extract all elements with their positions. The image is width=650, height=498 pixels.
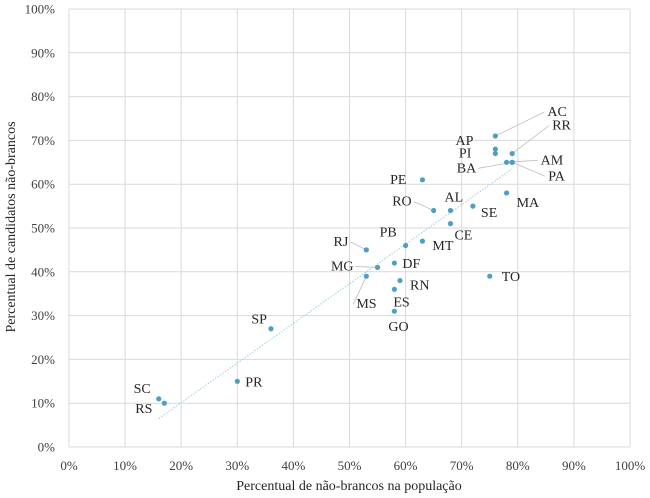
data-point: [503, 159, 510, 165]
data-point: [509, 159, 515, 165]
x-axis-title: Percentual de não-brancos na população: [236, 479, 461, 494]
point-label: MT: [432, 239, 453, 254]
x-tick-label: 40%: [281, 458, 305, 473]
data-points: [156, 133, 515, 406]
point-label: RJ: [334, 235, 349, 250]
x-tick-label: 70%: [450, 458, 474, 473]
data-point: [487, 273, 493, 279]
point-label: SE: [481, 206, 497, 221]
point-label: RS: [135, 402, 152, 417]
trendline-path: [158, 168, 513, 419]
label-leader-line: [413, 201, 434, 211]
label-leaders: [350, 111, 550, 305]
point-label: AP: [455, 134, 473, 149]
data-point: [403, 242, 409, 249]
data-point: [492, 150, 498, 157]
x-tick-label: 0%: [60, 458, 78, 473]
data-point: [431, 207, 437, 214]
point-label: RO: [392, 194, 411, 209]
data-point: [156, 396, 162, 402]
data-point: [509, 150, 515, 157]
point-label: SP: [251, 313, 267, 328]
y-tick-label: 10%: [31, 396, 55, 411]
label-leader-line: [512, 161, 546, 177]
data-point: [397, 277, 403, 284]
y-tick-label: 50%: [31, 221, 55, 236]
point-label: TO: [502, 270, 520, 285]
y-tick-label: 40%: [31, 264, 55, 279]
y-tick-label: 80%: [31, 89, 55, 104]
x-tick-label: 60%: [394, 458, 418, 473]
data-point: [492, 146, 498, 152]
point-label: MG: [331, 259, 354, 274]
point-labels: AC AP RR PI AM BA PA PE MA AL SE RO CE PB MT RJ DF MG MS RN…: [134, 105, 572, 417]
point-label: RR: [552, 119, 571, 134]
point-label: AC: [547, 105, 566, 120]
data-point: [161, 400, 167, 406]
data-point: [447, 221, 454, 227]
trendline: [158, 168, 513, 419]
y-tick-label: 20%: [31, 352, 55, 367]
data-point: [492, 133, 498, 139]
y-tick-label: 70%: [31, 133, 55, 148]
x-axis-ticks: 0% 10% 20% 30% 40% 50% 60% 70% 80% 90% 100%: [60, 458, 645, 473]
y-tick-label: 100%: [25, 2, 56, 17]
data-point: [268, 326, 274, 332]
point-label: PA: [548, 169, 566, 184]
label-leader-line: [511, 125, 550, 154]
data-point: [374, 264, 381, 271]
x-tick-label: 100%: [615, 458, 646, 473]
x-tick-label: 20%: [169, 458, 193, 473]
data-point: [419, 177, 426, 183]
data-point: [470, 203, 476, 209]
y-tick-label: 60%: [31, 177, 55, 192]
point-label: AM: [541, 153, 564, 168]
x-tick-label: 10%: [113, 458, 137, 473]
label-leader-line: [355, 266, 378, 268]
y-axis-ticks: 0% 10% 20% 30% 40% 50% 60% 70% 80% 90% 100%: [25, 2, 56, 455]
x-tick-label: 50%: [338, 458, 362, 473]
y-tick-label: 90%: [31, 45, 55, 60]
point-label: PI: [459, 147, 472, 162]
y-axis-title: Percentual de candidatos não-brancos: [4, 121, 19, 332]
data-point: [391, 286, 397, 292]
point-label: SC: [134, 382, 151, 397]
point-label: BA: [457, 161, 477, 176]
point-label: PB: [380, 226, 397, 241]
data-point: [363, 273, 369, 279]
point-label: AL: [444, 190, 463, 205]
point-label: MS: [356, 297, 376, 312]
point-label: PR: [245, 375, 263, 390]
x-tick-label: 30%: [225, 458, 249, 473]
point-label: GO: [388, 320, 408, 335]
point-label: CE: [454, 229, 472, 244]
data-point: [234, 378, 240, 384]
label-leader-line: [350, 241, 367, 251]
data-point: [391, 260, 397, 266]
label-leader-line: [495, 111, 545, 137]
y-tick-label: 0%: [38, 440, 56, 455]
y-tick-label: 30%: [31, 308, 55, 323]
x-tick-label: 80%: [506, 458, 530, 473]
point-label: ES: [393, 295, 409, 310]
data-point: [391, 308, 397, 314]
point-label: DF: [402, 257, 420, 272]
label-leader-line: [352, 276, 367, 305]
point-label: PE: [390, 173, 406, 188]
grid-lines: [68, 8, 631, 448]
data-point: [363, 247, 369, 253]
data-point: [419, 238, 426, 244]
data-point: [447, 207, 454, 214]
data-point: [503, 190, 510, 196]
x-tick-label: 90%: [562, 458, 586, 473]
point-label: MA: [517, 196, 540, 211]
point-label: RN: [410, 279, 429, 294]
